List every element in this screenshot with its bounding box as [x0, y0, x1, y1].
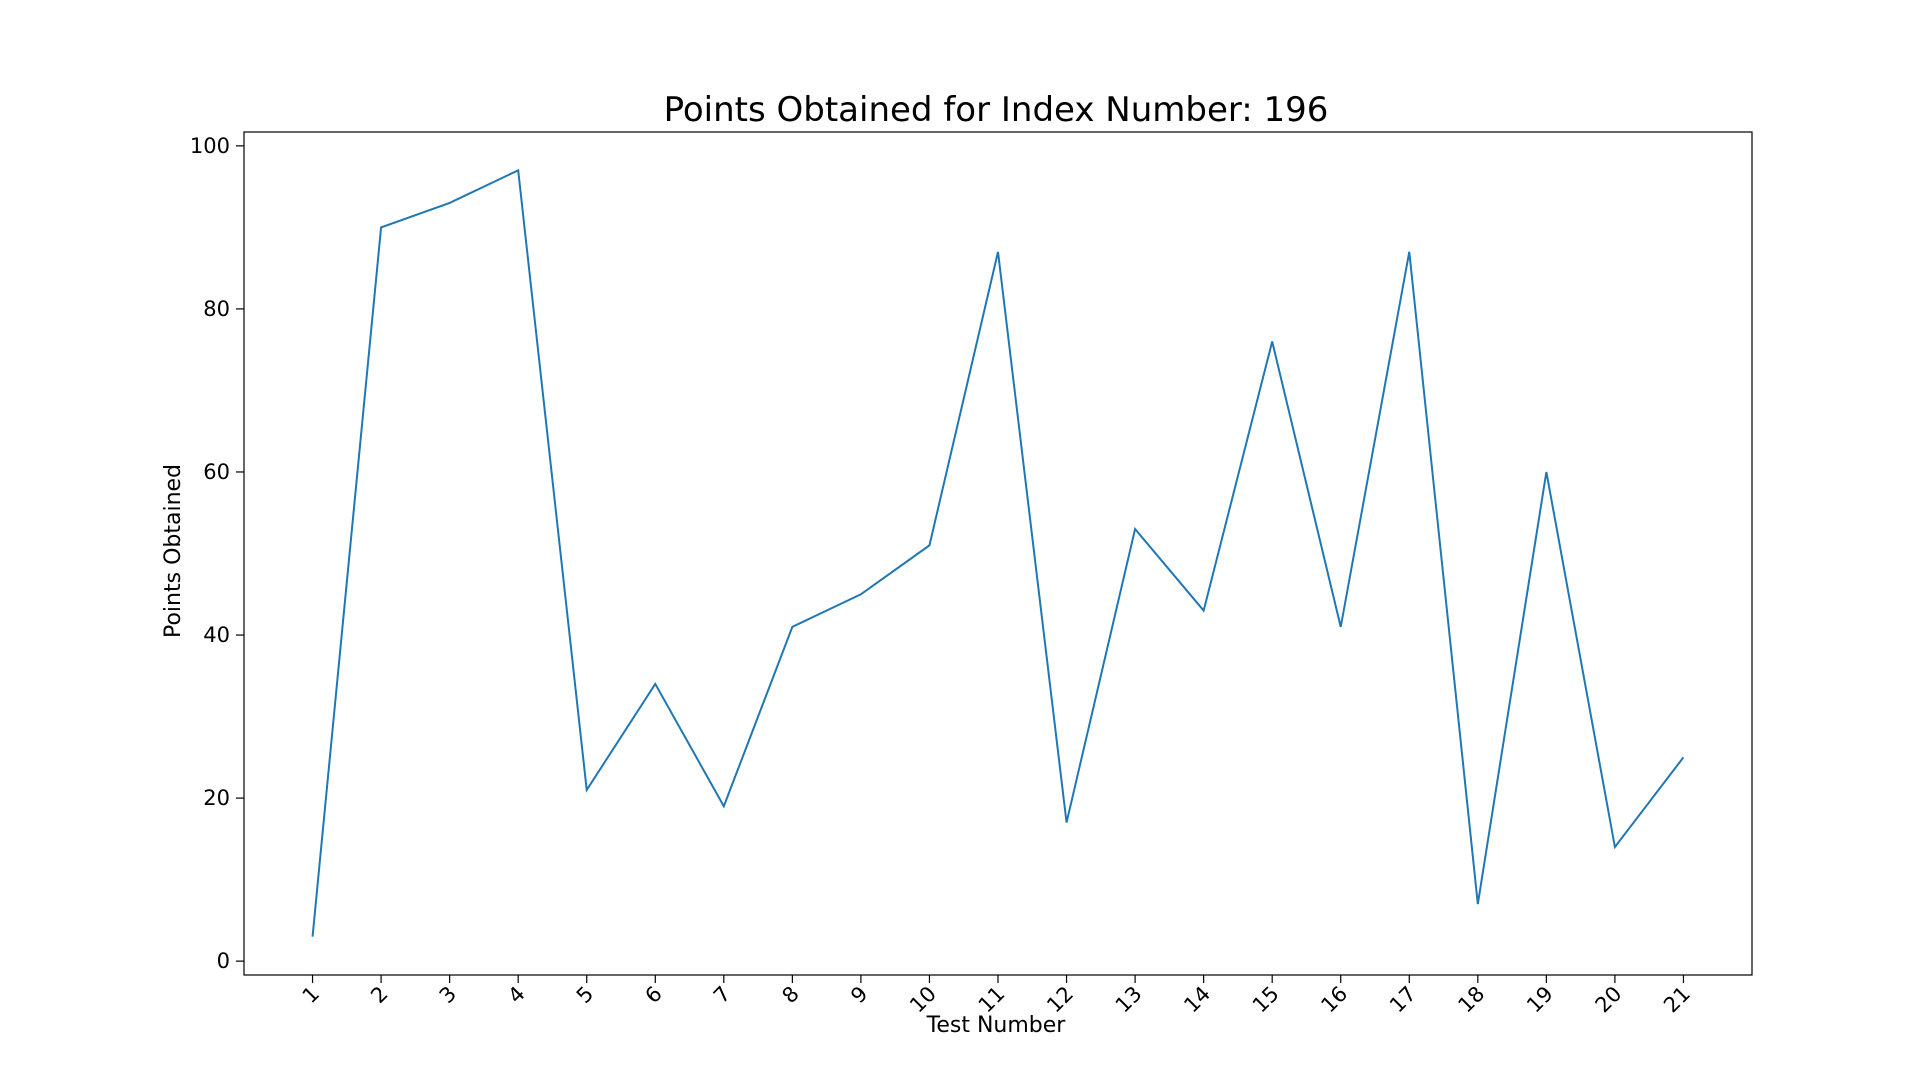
series-group: [311, 168, 1685, 939]
data-point: [859, 592, 863, 596]
series-line: [311, 168, 1685, 937]
y-tick-label: 100: [190, 134, 230, 158]
data-point: [1407, 250, 1411, 254]
data-point: [1133, 527, 1137, 531]
data-point: [1065, 821, 1069, 825]
y-tick-label: 0: [217, 949, 230, 973]
y-tick-label: 20: [203, 786, 230, 810]
data-point: [448, 201, 452, 205]
data-point: [1339, 625, 1343, 629]
data-point: [311, 935, 315, 939]
data-point: [1681, 755, 1685, 759]
data-point: [516, 168, 520, 172]
data-point: [1202, 609, 1206, 613]
data-point: [585, 788, 589, 792]
data-point: [790, 625, 794, 629]
data-point: [1476, 902, 1480, 906]
data-point: [722, 804, 726, 808]
data-point: [927, 543, 931, 547]
y-tick-label: 40: [203, 623, 230, 647]
y-axis-label: Points Obtained: [161, 464, 186, 638]
data-point: [1270, 340, 1274, 344]
chart-title: Points Obtained for Index Number: 196: [664, 90, 1329, 130]
x-axis-label: Test Number: [926, 1013, 1067, 1038]
data-point: [379, 225, 383, 229]
data-point: [653, 682, 657, 686]
data-point: [1544, 470, 1548, 474]
y-axis-ticks: 0 20 40 60 80 100: [190, 134, 244, 973]
y-tick-label: 60: [203, 460, 230, 484]
data-point: [996, 250, 1000, 254]
y-tick-label: 80: [203, 297, 230, 321]
data-point: [1613, 845, 1617, 849]
